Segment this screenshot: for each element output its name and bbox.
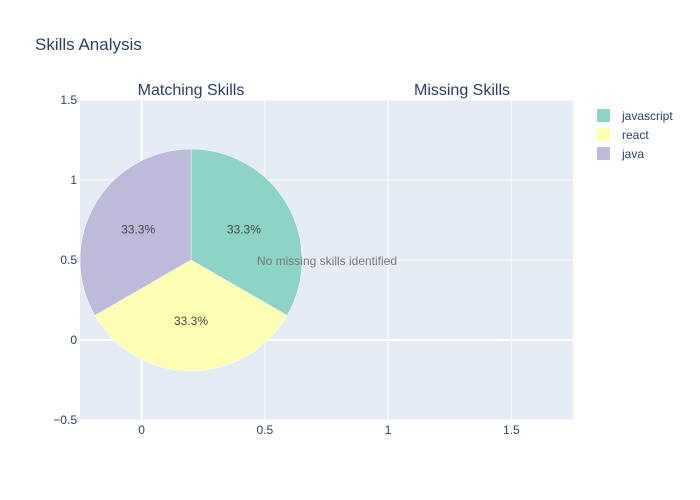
slice-percent-label: 33.3% [121, 222, 155, 236]
chart-title: Skills Analysis [35, 35, 142, 54]
x-tick-label: 0 [138, 423, 145, 437]
y-tick-label: −0.5 [53, 413, 77, 427]
y-tick-label: 1.5 [60, 93, 77, 107]
pie-slice-react[interactable] [94, 259, 288, 372]
legend-swatch [597, 109, 610, 122]
pie-slice-javascript[interactable] [190, 148, 303, 316]
subplot-title-missing: Missing Skills [414, 82, 510, 99]
legend-label: java [621, 147, 644, 161]
pie-labels: 33.3% 33.3% 33.3% [121, 222, 261, 328]
missing-skills-annotation: No missing skills identified [257, 254, 397, 268]
subplot-title-matching: Matching Skills [138, 82, 245, 99]
y-tick-label: 0 [70, 333, 77, 347]
pie-matching-skills[interactable] [79, 148, 303, 372]
legend-label: javascript [621, 109, 673, 123]
y-axis: −0.5 0 0.5 1 1.5 [53, 93, 77, 427]
legend-item-react[interactable]: react [597, 128, 649, 142]
slice-percent-label: 33.3% [227, 222, 261, 236]
legend[interactable]: javascript react java [597, 109, 673, 161]
legend-item-java[interactable]: java [597, 147, 644, 161]
x-axis: 0 0.5 1 1.5 [138, 423, 520, 437]
y-tick-label: 0.5 [60, 253, 77, 267]
pie-slice-java[interactable] [79, 148, 192, 316]
legend-label: react [622, 128, 649, 142]
y-tick-label: 1 [70, 173, 77, 187]
legend-swatch [597, 147, 610, 160]
x-tick-label: 1 [385, 423, 392, 437]
legend-swatch [597, 128, 610, 141]
slice-percent-label: 33.3% [174, 314, 208, 328]
x-tick-label: 0.5 [257, 423, 274, 437]
x-tick-label: 1.5 [503, 423, 520, 437]
legend-item-javascript[interactable]: javascript [597, 109, 673, 123]
